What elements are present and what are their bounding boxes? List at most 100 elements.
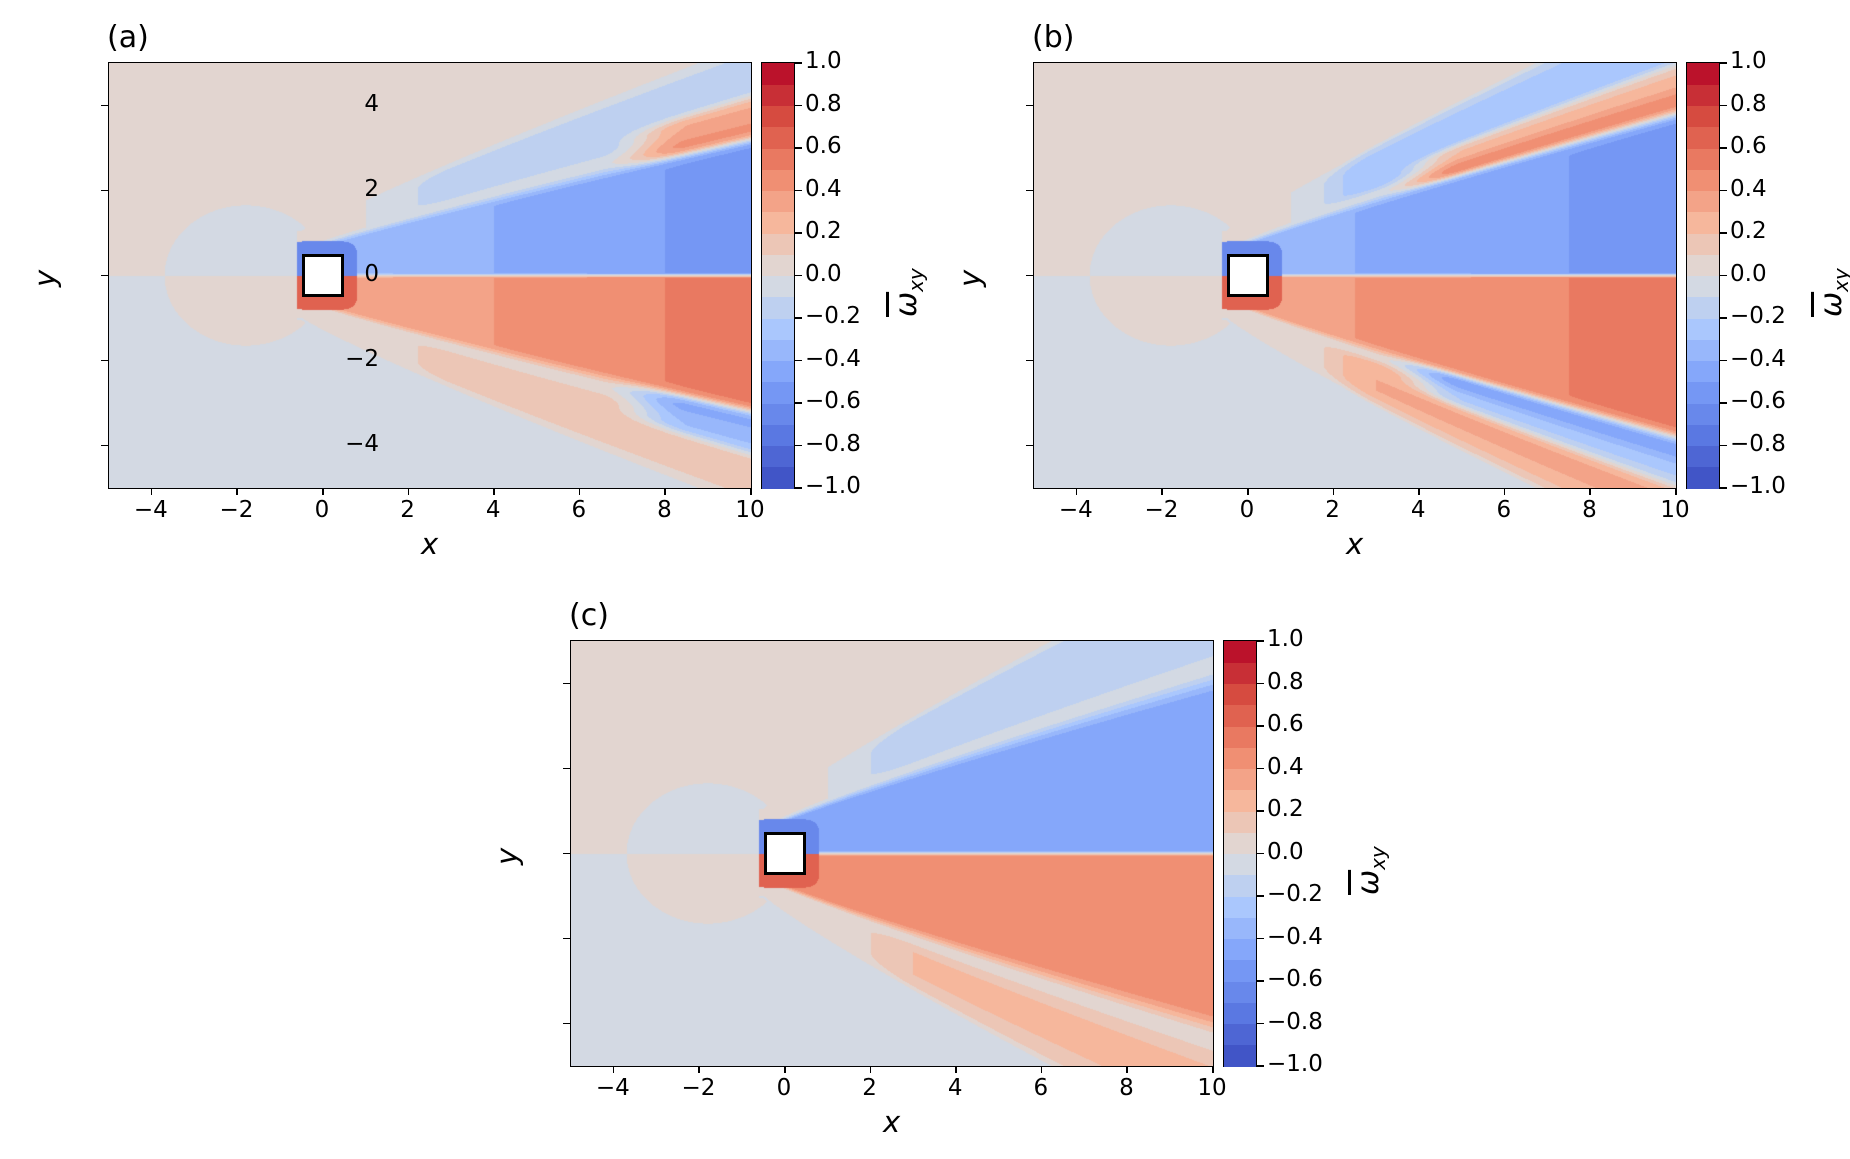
colorbar-level	[1224, 981, 1256, 1003]
colorbar	[1223, 640, 1257, 1067]
x-tick-label: 8	[1582, 497, 1597, 523]
colorbar-level	[762, 318, 794, 340]
y-tick-mark	[563, 937, 570, 939]
x-tick-label: −2	[1144, 497, 1179, 523]
x-tick-mark	[869, 1066, 872, 1073]
obstacle-square	[763, 832, 807, 875]
y-tick-mark	[563, 767, 570, 769]
x-tick-label: 2	[400, 497, 415, 523]
colorbar-tick-label: −1.0	[1730, 473, 1786, 499]
colorbar-level	[1224, 747, 1256, 769]
colorbar-level	[1224, 874, 1256, 897]
x-tick-mark	[750, 488, 752, 495]
colorbar-tick-mark	[795, 232, 802, 234]
x-tick-mark	[1040, 1066, 1043, 1073]
colorbar-level	[1687, 381, 1719, 404]
y-tick-label: −2	[345, 345, 379, 372]
colorbar-level	[1224, 789, 1256, 812]
colorbar	[1686, 62, 1720, 489]
x-tick-mark	[1075, 488, 1078, 495]
x-tick-label: 10	[1660, 497, 1690, 523]
colorbar-tick-label: −0.6	[1730, 388, 1786, 414]
x-tick-label: 2	[1325, 497, 1340, 523]
x-tick-mark	[1212, 1066, 1214, 1073]
colorbar-level	[1224, 662, 1256, 684]
colorbar-tick-label: 0.6	[1267, 711, 1304, 737]
x-tick-mark	[664, 488, 666, 495]
colorbar-tick-mark	[795, 104, 802, 106]
colorbar-level	[1224, 938, 1256, 961]
x-tick-label: 6	[1033, 1075, 1049, 1101]
colorbar-tick-mark	[1257, 682, 1264, 684]
colorbar-tick-label: 0.4	[1730, 175, 1767, 202]
contour-field	[571, 641, 1213, 1066]
colorbar-level	[762, 84, 794, 106]
x-tick-mark	[1161, 488, 1163, 495]
y-tick-label: −4	[345, 430, 379, 457]
colorbar-label-subscript: xy	[1829, 267, 1850, 292]
colorbar-tick-mark	[1720, 147, 1727, 149]
colorbar-level	[1224, 832, 1256, 854]
x-tick-mark	[1589, 488, 1591, 495]
x-tick-mark	[578, 488, 581, 495]
colorbar-tick-mark	[795, 274, 802, 276]
colorbar-label-subscript: xy	[904, 267, 928, 292]
colorbar-tick-mark	[1257, 852, 1264, 854]
obstacle-square	[1226, 254, 1270, 297]
colorbar-tick-label: 0.8	[1267, 668, 1304, 695]
colorbar-level	[1687, 254, 1719, 276]
colorbar-level	[1687, 148, 1719, 170]
colorbar-tick-mark	[1720, 444, 1727, 446]
colorbar-tick-label: 0.0	[1730, 260, 1767, 287]
x-tick-mark	[955, 1066, 957, 1073]
x-tick-label: 0	[776, 1075, 792, 1101]
y-tick-mark	[1026, 104, 1033, 106]
y-axis-label: y	[953, 269, 987, 287]
colorbar-level	[1224, 641, 1256, 663]
colorbar-tick-label: 0.2	[805, 218, 842, 244]
colorbar-tick-mark	[1257, 767, 1264, 769]
colorbar-level	[1224, 683, 1256, 706]
x-tick-mark	[150, 488, 153, 495]
colorbar-tick-label: −1.0	[805, 473, 861, 499]
colorbar-level	[762, 254, 794, 276]
colorbar-tick-mark	[1720, 189, 1727, 191]
colorbar-tick-label: 0.4	[1267, 753, 1304, 780]
x-tick-label: 2	[862, 1075, 877, 1101]
colorbar-tick-label: 0.2	[1730, 218, 1767, 244]
colorbar-level	[1687, 424, 1719, 446]
colorbar-tick-label: 0.2	[1267, 796, 1304, 822]
contour-plot	[108, 62, 752, 489]
colorbar-tick-mark	[795, 189, 802, 191]
x-tick-label: −2	[219, 497, 254, 523]
colorbar-tick-label: 1.0	[1267, 626, 1304, 652]
colorbar-level	[1687, 466, 1719, 489]
colorbar-level	[1687, 296, 1719, 319]
y-tick-mark	[563, 1022, 570, 1024]
colorbar-tick-label: 1.0	[805, 48, 842, 74]
colorbar-level	[1224, 726, 1256, 748]
colorbar-tick-mark	[1720, 487, 1727, 489]
colorbar-level	[762, 339, 794, 361]
colorbar-level	[1224, 1023, 1256, 1046]
colorbar-level	[762, 466, 794, 489]
colorbar-level	[762, 403, 794, 425]
y-tick-mark	[101, 104, 108, 106]
colorbar-level	[762, 169, 794, 191]
colorbar-level	[762, 63, 794, 85]
colorbar-level	[1687, 105, 1719, 128]
x-tick-mark	[1675, 488, 1677, 495]
panel-label: (b)	[1032, 20, 1075, 55]
colorbar-level	[1224, 917, 1256, 939]
x-tick-label: 8	[657, 497, 672, 523]
colorbar-label: ωxy	[1814, 268, 1850, 317]
colorbar-level	[1687, 84, 1719, 106]
colorbar-tick-label: −0.6	[1267, 966, 1323, 992]
contour-field	[1034, 63, 1676, 488]
colorbar-level	[1687, 126, 1719, 149]
colorbar-level	[1687, 211, 1719, 234]
x-tick-label: 6	[571, 497, 587, 523]
x-tick-label: 4	[485, 497, 501, 523]
colorbar-tick-mark	[795, 359, 802, 361]
colorbar-level	[1224, 896, 1256, 918]
